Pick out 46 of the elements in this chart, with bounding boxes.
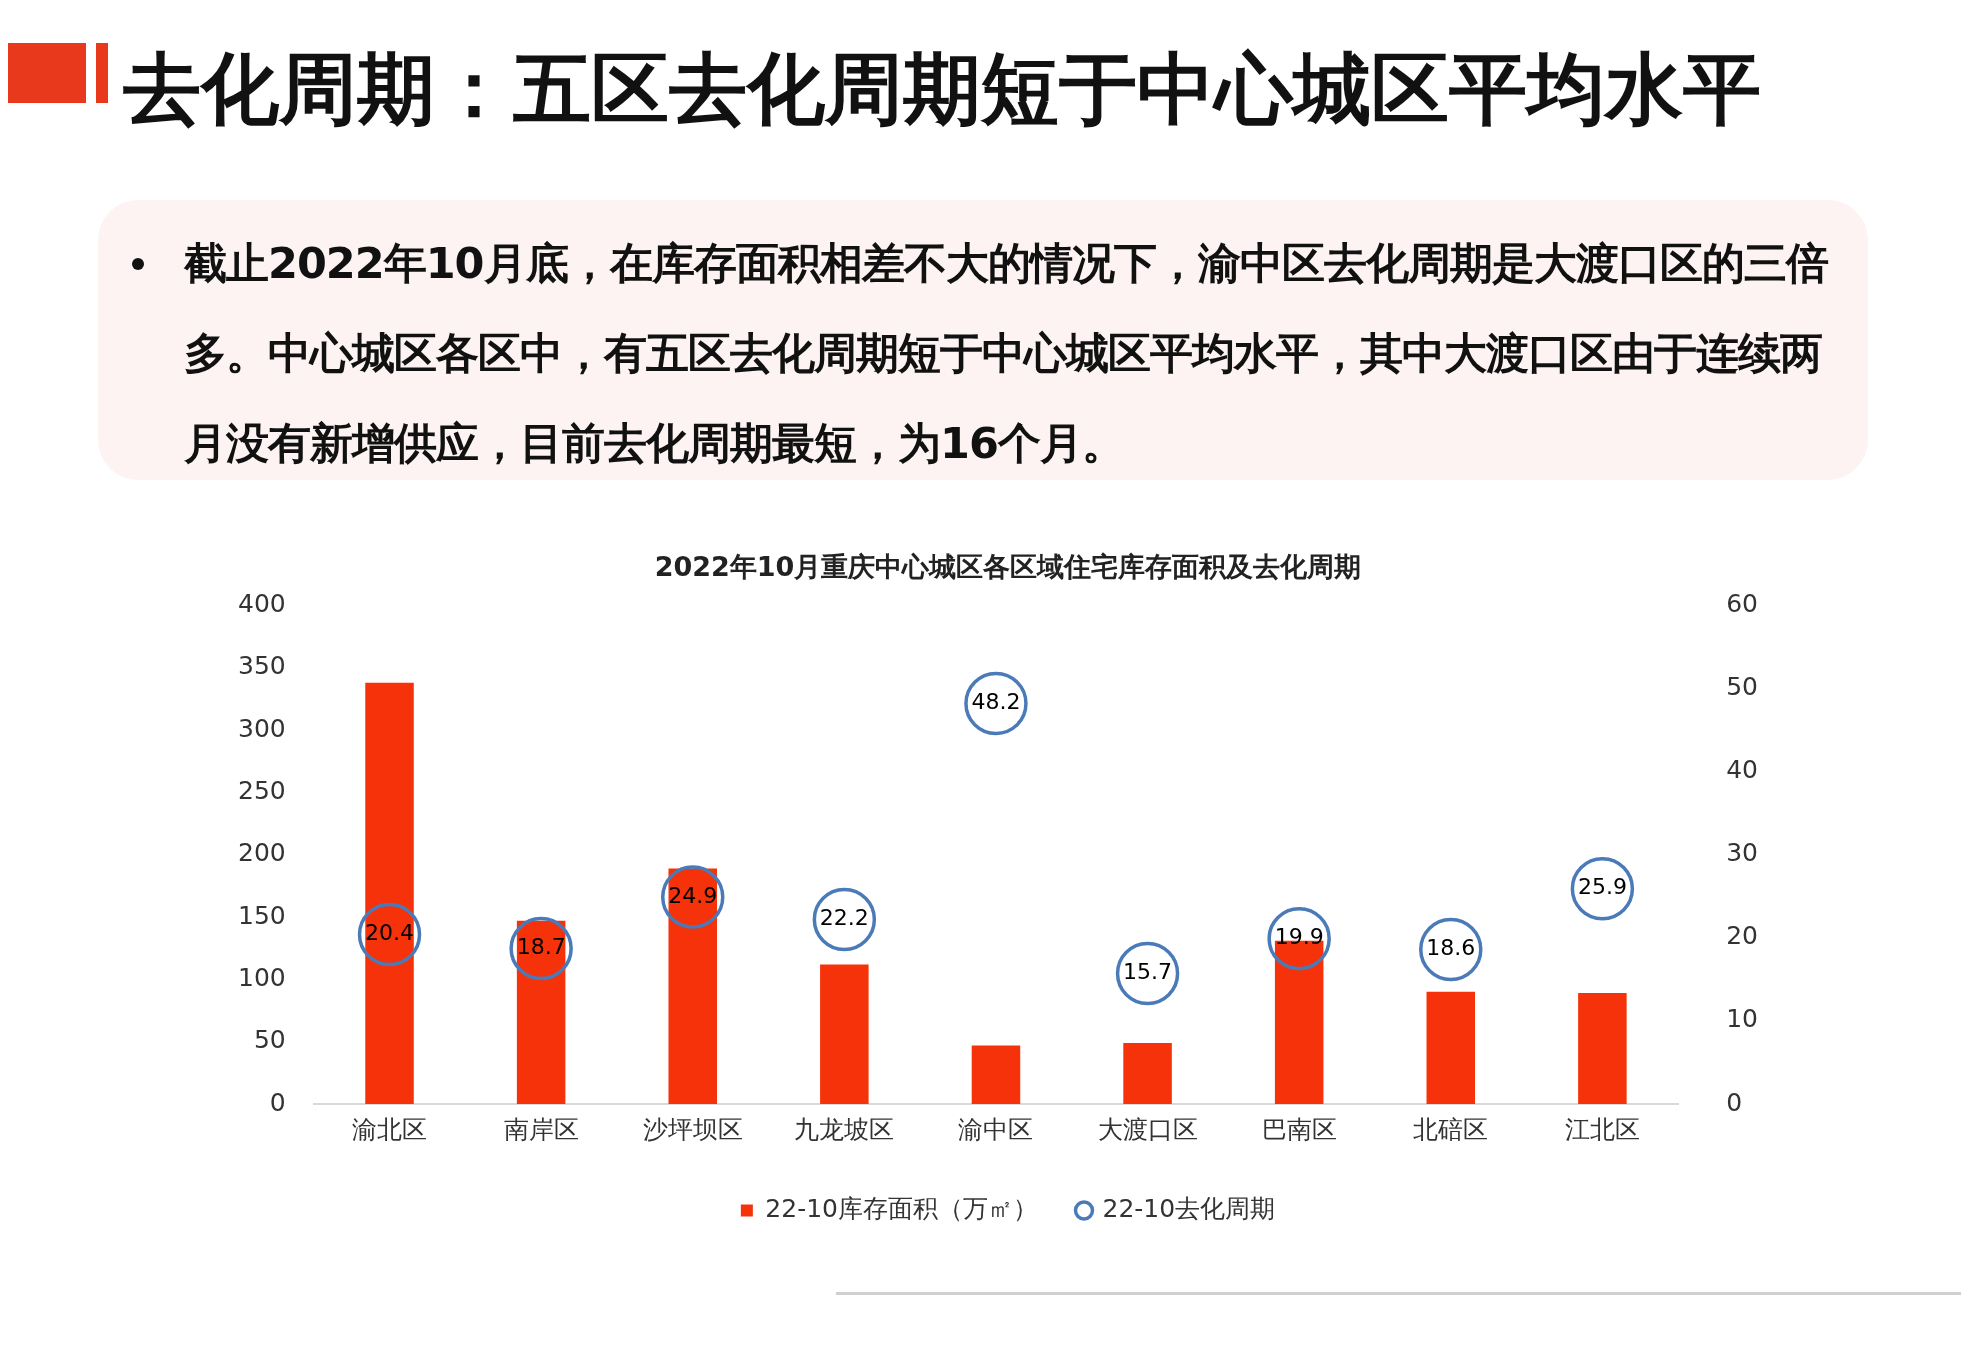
data-label: 18.7 <box>516 934 566 960</box>
bar <box>971 1045 1021 1104</box>
bar <box>668 868 717 1104</box>
x-tick-label: 渝中区 <box>958 1114 1034 1144</box>
x-tick-label: 沙坪坝区 <box>642 1114 743 1144</box>
data-label: 18.6 <box>1426 935 1476 961</box>
y-tick-label: 100 <box>238 962 286 992</box>
y2-tick-label: 0 <box>1726 1087 1743 1117</box>
y-tick-label: 250 <box>238 775 286 805</box>
y2-tick-label: 40 <box>1726 755 1758 785</box>
bar <box>1578 993 1627 1104</box>
y2-tick-label: 60 <box>1726 588 1758 618</box>
y-tick-label: 0 <box>269 1087 286 1117</box>
data-label: 24.9 <box>668 882 718 908</box>
x-tick-label: 江北区 <box>1564 1114 1640 1144</box>
y-tick-label: 50 <box>253 1025 286 1055</box>
data-label: 25.9 <box>1577 874 1627 900</box>
chart-subtitle: 2022年10月重庆中心城区各区域住宅库存面积及去化周期 <box>654 551 1362 583</box>
y-tick-label: 300 <box>238 713 286 743</box>
data-label: 20.4 <box>365 920 415 946</box>
bar <box>1123 1042 1172 1104</box>
chart-title: 去化周期：五区去化周期短于中心城区平均水平 <box>123 43 1761 136</box>
y2-tick-label: 10 <box>1726 1004 1758 1034</box>
x-tick-label: 大渡口区 <box>1097 1114 1198 1144</box>
bar <box>1426 991 1476 1104</box>
data-label: 22.2 <box>819 905 869 931</box>
y2-tick-label: 50 <box>1726 672 1758 701</box>
y-tick-label: 350 <box>238 651 286 681</box>
y-tick-label: 150 <box>238 900 286 930</box>
x-tick-label: 巴南区 <box>1261 1114 1337 1144</box>
legend-label: 22-10去化周期 <box>1102 1194 1276 1223</box>
x-tick-label: 北碚区 <box>1413 1114 1489 1144</box>
bar <box>820 964 869 1104</box>
data-label: 15.7 <box>1123 959 1173 985</box>
bar <box>365 682 414 1104</box>
y-tick-label: 200 <box>238 838 286 868</box>
x-tick-label: 渝北区 <box>352 1114 428 1144</box>
y2-tick-label: 20 <box>1726 921 1758 951</box>
bar <box>516 920 566 1104</box>
y-tick-label: 400 <box>238 588 286 618</box>
x-tick-label: 九龙坡区 <box>794 1114 895 1144</box>
legend-label: 22-10库存面积（万㎡） <box>765 1194 1039 1223</box>
text: 截止2022年10月底，在库存面积相差不大的情况下，渝中区去化周期是大渡口区的三倍多。中心城区各区中，有五区去化周期短于中心城区平均水平，其中大渡口区由于连续两月没有新增供应，目前去化周期最短，为16个月。 <box>184 237 1830 470</box>
y2-tick-label: 30 <box>1726 838 1758 868</box>
x-tick-label: 南岸区 <box>503 1114 579 1144</box>
data-label: 48.2 <box>971 689 1021 715</box>
